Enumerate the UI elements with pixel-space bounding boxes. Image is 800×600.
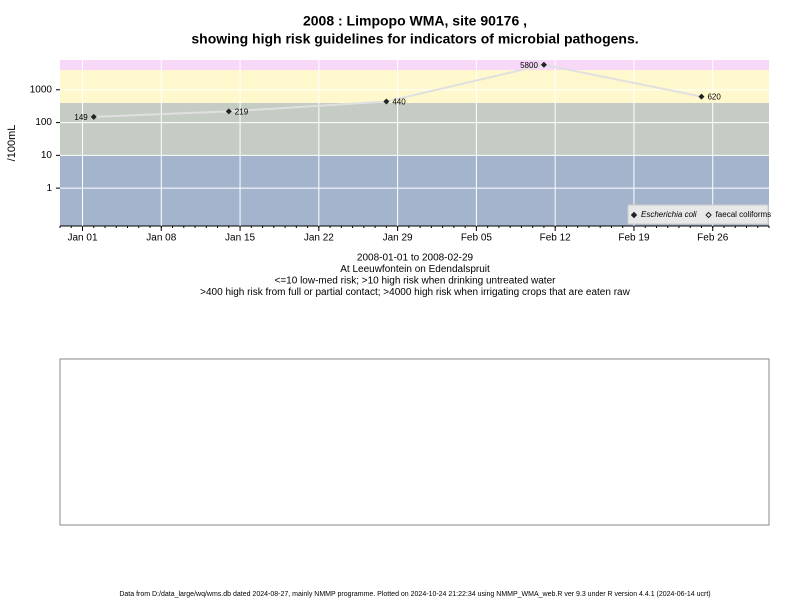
y-tick-label: 100 (35, 117, 52, 128)
chart-title: 2008 : Limpopo WMA, site 90176 , (303, 13, 527, 29)
risk-band (60, 70, 769, 103)
y-tick-label: 10 (41, 150, 53, 161)
y-tick-label: 1000 (30, 84, 53, 95)
note: <=10 low-med risk; >10 high risk when dr… (275, 276, 557, 287)
x-tick-label: Jan 22 (304, 233, 334, 244)
data-label: 620 (707, 93, 721, 102)
data-point (225, 108, 232, 115)
note: At Leeuwfontein on Edendalspruit (340, 264, 490, 275)
x-tick-label: Feb 19 (618, 233, 650, 244)
legend-box (627, 204, 769, 225)
data-label: 440 (392, 98, 406, 107)
chart-subtitle: showing high risk guidelines for indicat… (191, 31, 638, 47)
data-point (383, 98, 390, 105)
legend-label: Escherichia coli (641, 210, 697, 219)
risk-band (60, 102, 769, 156)
x-tick-label: Jan 15 (225, 233, 255, 244)
risk-band (60, 60, 769, 71)
x-tick-label: Jan 08 (146, 233, 176, 244)
x-tick-label: Jan 01 (67, 233, 97, 244)
data-point (698, 93, 705, 100)
data-point (540, 61, 547, 68)
legend-label: faecal coliforms (716, 210, 772, 219)
y-axis-label: /100mL (6, 125, 18, 162)
data-label: 149 (74, 113, 88, 122)
note: 2008-01-01 to 2008-02-29 (357, 253, 474, 264)
data-point (90, 113, 97, 120)
empty-panel (59, 358, 770, 526)
x-tick-label: Feb 26 (697, 233, 729, 244)
x-tick-label: Jan 29 (383, 233, 413, 244)
data-label: 5800 (520, 61, 538, 70)
x-tick-label: Feb 05 (461, 233, 493, 244)
legend-marker (705, 211, 712, 219)
x-tick-label: Feb 12 (540, 233, 572, 244)
data-label: 219 (235, 108, 249, 117)
footer: Data from D:/data_large/wq/wms.db dated … (119, 591, 710, 598)
legend-marker (630, 211, 638, 219)
y-tick-label: 1 (46, 183, 52, 194)
note: >400 high risk from full or partial cont… (200, 287, 630, 298)
